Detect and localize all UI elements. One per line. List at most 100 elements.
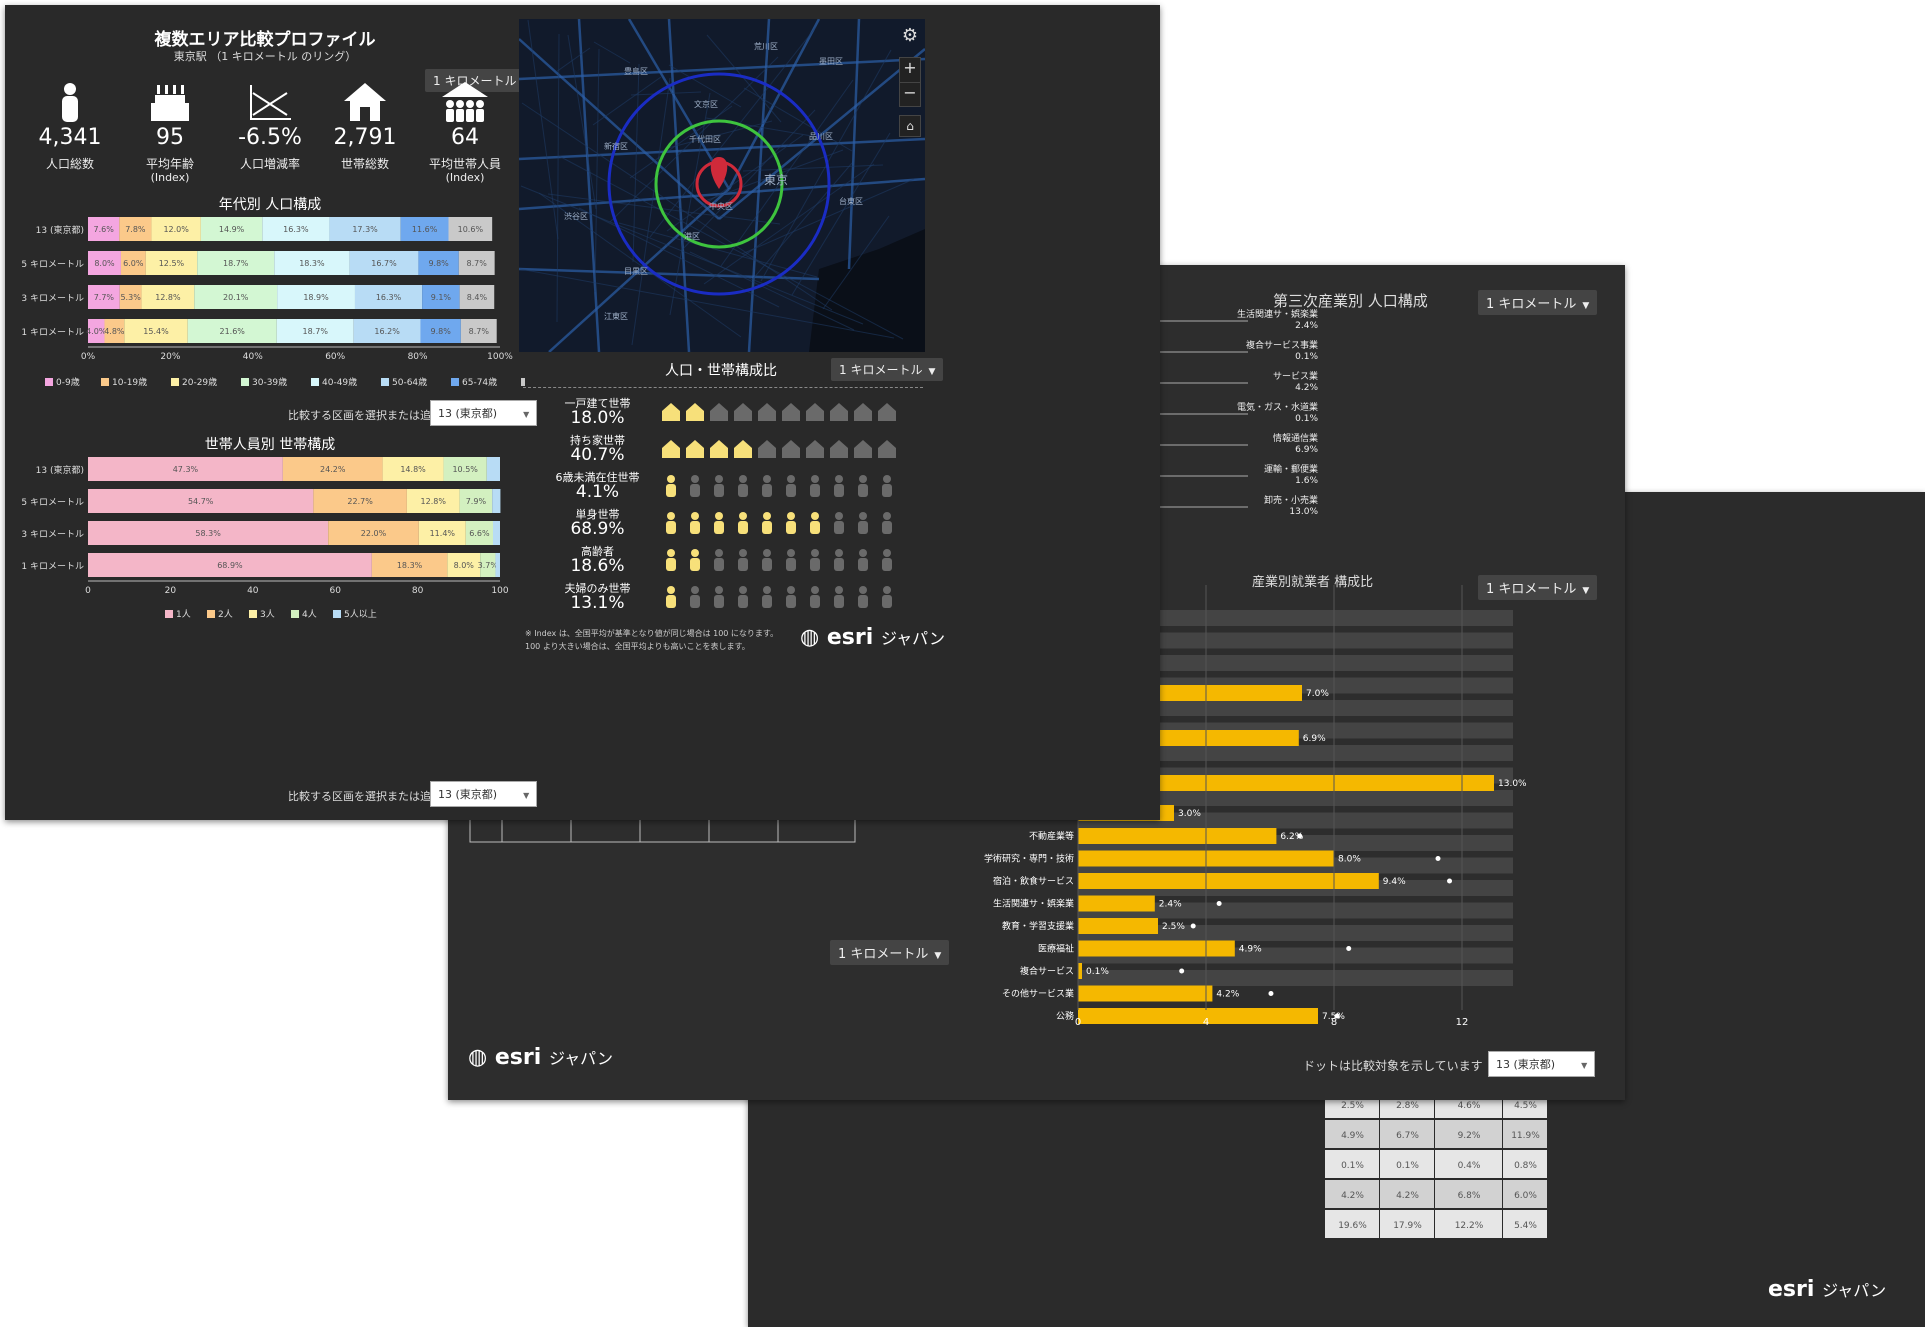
map-label: 中央区 bbox=[709, 201, 733, 211]
page-subtitle: 東京駅 （1 キロメートル のリング） bbox=[173, 50, 357, 63]
compare-select-age[interactable]: 13 (東京都) ▼ bbox=[430, 400, 538, 426]
bar-segment bbox=[422, 285, 460, 309]
table-cell-text: 4.9% bbox=[1341, 1131, 1364, 1141]
row-band bbox=[1078, 925, 1513, 941]
map-label: 新宿区 bbox=[604, 141, 628, 151]
pie-ring-dropdown[interactable]: 1 キロメートル ▼ bbox=[1478, 290, 1598, 315]
bar-label: 0.1% bbox=[1086, 967, 1109, 977]
category-label: 13 (東京都) bbox=[36, 464, 84, 476]
gear-icon[interactable]: ⚙ bbox=[901, 25, 919, 46]
data-label: 11.4% bbox=[430, 529, 456, 538]
candle bbox=[173, 85, 176, 94]
house bbox=[344, 83, 386, 121]
ring-5km bbox=[607, 72, 831, 296]
couple-icon-body bbox=[786, 595, 796, 608]
bar-segment bbox=[495, 553, 500, 577]
population-ring-dropdown[interactable]: 1 キロメートル ▼ bbox=[830, 940, 950, 965]
table-cell-text: 0.1% bbox=[1396, 1161, 1419, 1171]
elderly-icon-head bbox=[811, 549, 819, 557]
road bbox=[519, 267, 820, 281]
household-label: 高齢者 bbox=[581, 545, 614, 558]
ring-dropdown[interactable]: 1 キロメートル▼ bbox=[425, 69, 538, 92]
data-label: 14.8% bbox=[400, 465, 426, 474]
household-label: 6歳未満在住世帯 bbox=[555, 471, 640, 484]
tick-label: 40% bbox=[243, 352, 263, 362]
legend-swatch bbox=[249, 610, 257, 618]
chart-title: 世帯人員別 世帯構成 bbox=[205, 437, 335, 453]
dot-compare-select[interactable]: 13 (東京都) ▼ bbox=[1488, 1051, 1596, 1077]
bar-segment bbox=[197, 251, 275, 275]
single-person-icon-head bbox=[715, 512, 723, 520]
location-pin-icon bbox=[710, 157, 728, 189]
elderly-icon-head bbox=[883, 549, 891, 557]
single-person-icon-body bbox=[882, 521, 892, 534]
bar-segment bbox=[447, 553, 481, 577]
stroller-icon-head bbox=[859, 475, 867, 483]
owned-house-icon bbox=[782, 440, 800, 458]
stroller-icon-body bbox=[738, 484, 748, 497]
zoom-in-icon[interactable]: + bbox=[903, 58, 917, 77]
couple-icon-row bbox=[666, 586, 892, 608]
birthday-cake-icon bbox=[145, 81, 195, 123]
street bbox=[567, 34, 597, 210]
stroller-icon-body bbox=[834, 484, 844, 497]
data-label: 16.2% bbox=[374, 327, 400, 336]
legend-label: 20-29歳 bbox=[182, 376, 217, 388]
globe-icon: ◍ bbox=[800, 625, 820, 650]
data-label: 8.4% bbox=[467, 293, 488, 302]
map-label: 千代田区 bbox=[689, 134, 721, 144]
household-label: 一戸建て世帯 bbox=[564, 397, 631, 410]
map-label: 墨田区 bbox=[819, 57, 843, 66]
person-icon bbox=[45, 81, 95, 123]
bar-segment bbox=[88, 319, 105, 343]
owned-house-icon bbox=[710, 440, 728, 458]
household-label: 夫婦のみ世帯 bbox=[564, 582, 631, 595]
home-icon[interactable]: ⌂ bbox=[899, 115, 921, 137]
employment-chart-title: 産業別就業者 構成比 bbox=[1252, 575, 1374, 590]
bar-segment bbox=[354, 285, 423, 309]
stat-value: 4,341 bbox=[38, 125, 102, 150]
single-person-icon-body bbox=[666, 521, 676, 534]
table-cell bbox=[1503, 1150, 1547, 1178]
owned-house-icon bbox=[878, 440, 896, 458]
bar-segment bbox=[486, 457, 500, 481]
couple-icon-head bbox=[883, 586, 891, 594]
stat-label: 人口増減率 bbox=[239, 157, 300, 171]
street bbox=[703, 163, 875, 285]
street bbox=[669, 92, 711, 316]
data-label: 20.1% bbox=[223, 293, 249, 302]
stroller-icon-body bbox=[690, 484, 700, 497]
person-icon-glyph bbox=[62, 83, 78, 122]
bar-segment bbox=[459, 285, 495, 309]
cake-top bbox=[155, 95, 185, 103]
table-cell bbox=[1325, 1180, 1379, 1208]
household-label: 持ち家世帯 bbox=[570, 434, 625, 447]
bar-label: 9.4% bbox=[1383, 877, 1406, 887]
legend-swatch bbox=[241, 378, 249, 386]
pie-value: 2.4% bbox=[1295, 321, 1318, 331]
pie-value: 4.2% bbox=[1295, 383, 1318, 393]
single-person-icon-head bbox=[859, 512, 867, 520]
data-label: 7.9% bbox=[466, 497, 487, 506]
data-label: 4.0% bbox=[86, 327, 107, 336]
household-title: 人口・世帯構成比 bbox=[665, 363, 777, 379]
household-ring-dropdown[interactable]: 1 キロメートル ▼ bbox=[831, 358, 944, 381]
owned-house-icon bbox=[854, 440, 872, 458]
bar-segment bbox=[88, 521, 329, 545]
employment-ring-dropdown[interactable]: 1 キロメートル ▼ bbox=[1478, 575, 1598, 600]
street bbox=[592, 76, 662, 126]
stroller-icon-head bbox=[811, 475, 819, 483]
category-label: 医療福祉 bbox=[1038, 943, 1074, 955]
bar-segment bbox=[349, 251, 419, 275]
street bbox=[689, 251, 855, 331]
zoom-out-icon[interactable]: − bbox=[900, 82, 920, 106]
compare-select-household[interactable]: 13 (東京都) ▼ bbox=[430, 781, 538, 807]
family-icon-glyph bbox=[442, 82, 488, 122]
street bbox=[668, 64, 742, 108]
single-person-icon-body bbox=[786, 521, 796, 534]
data-label: 6.6% bbox=[469, 529, 490, 538]
map-label: 江東区 bbox=[604, 311, 628, 321]
map-view[interactable]: 荒川区 墨田区 文京区 千代田区 中央区 新宿区 渋谷区 港区 東京 豊島区 目黒区 台東区 江東区 品川… bbox=[519, 19, 925, 352]
data-label: 4.8% bbox=[104, 327, 125, 336]
